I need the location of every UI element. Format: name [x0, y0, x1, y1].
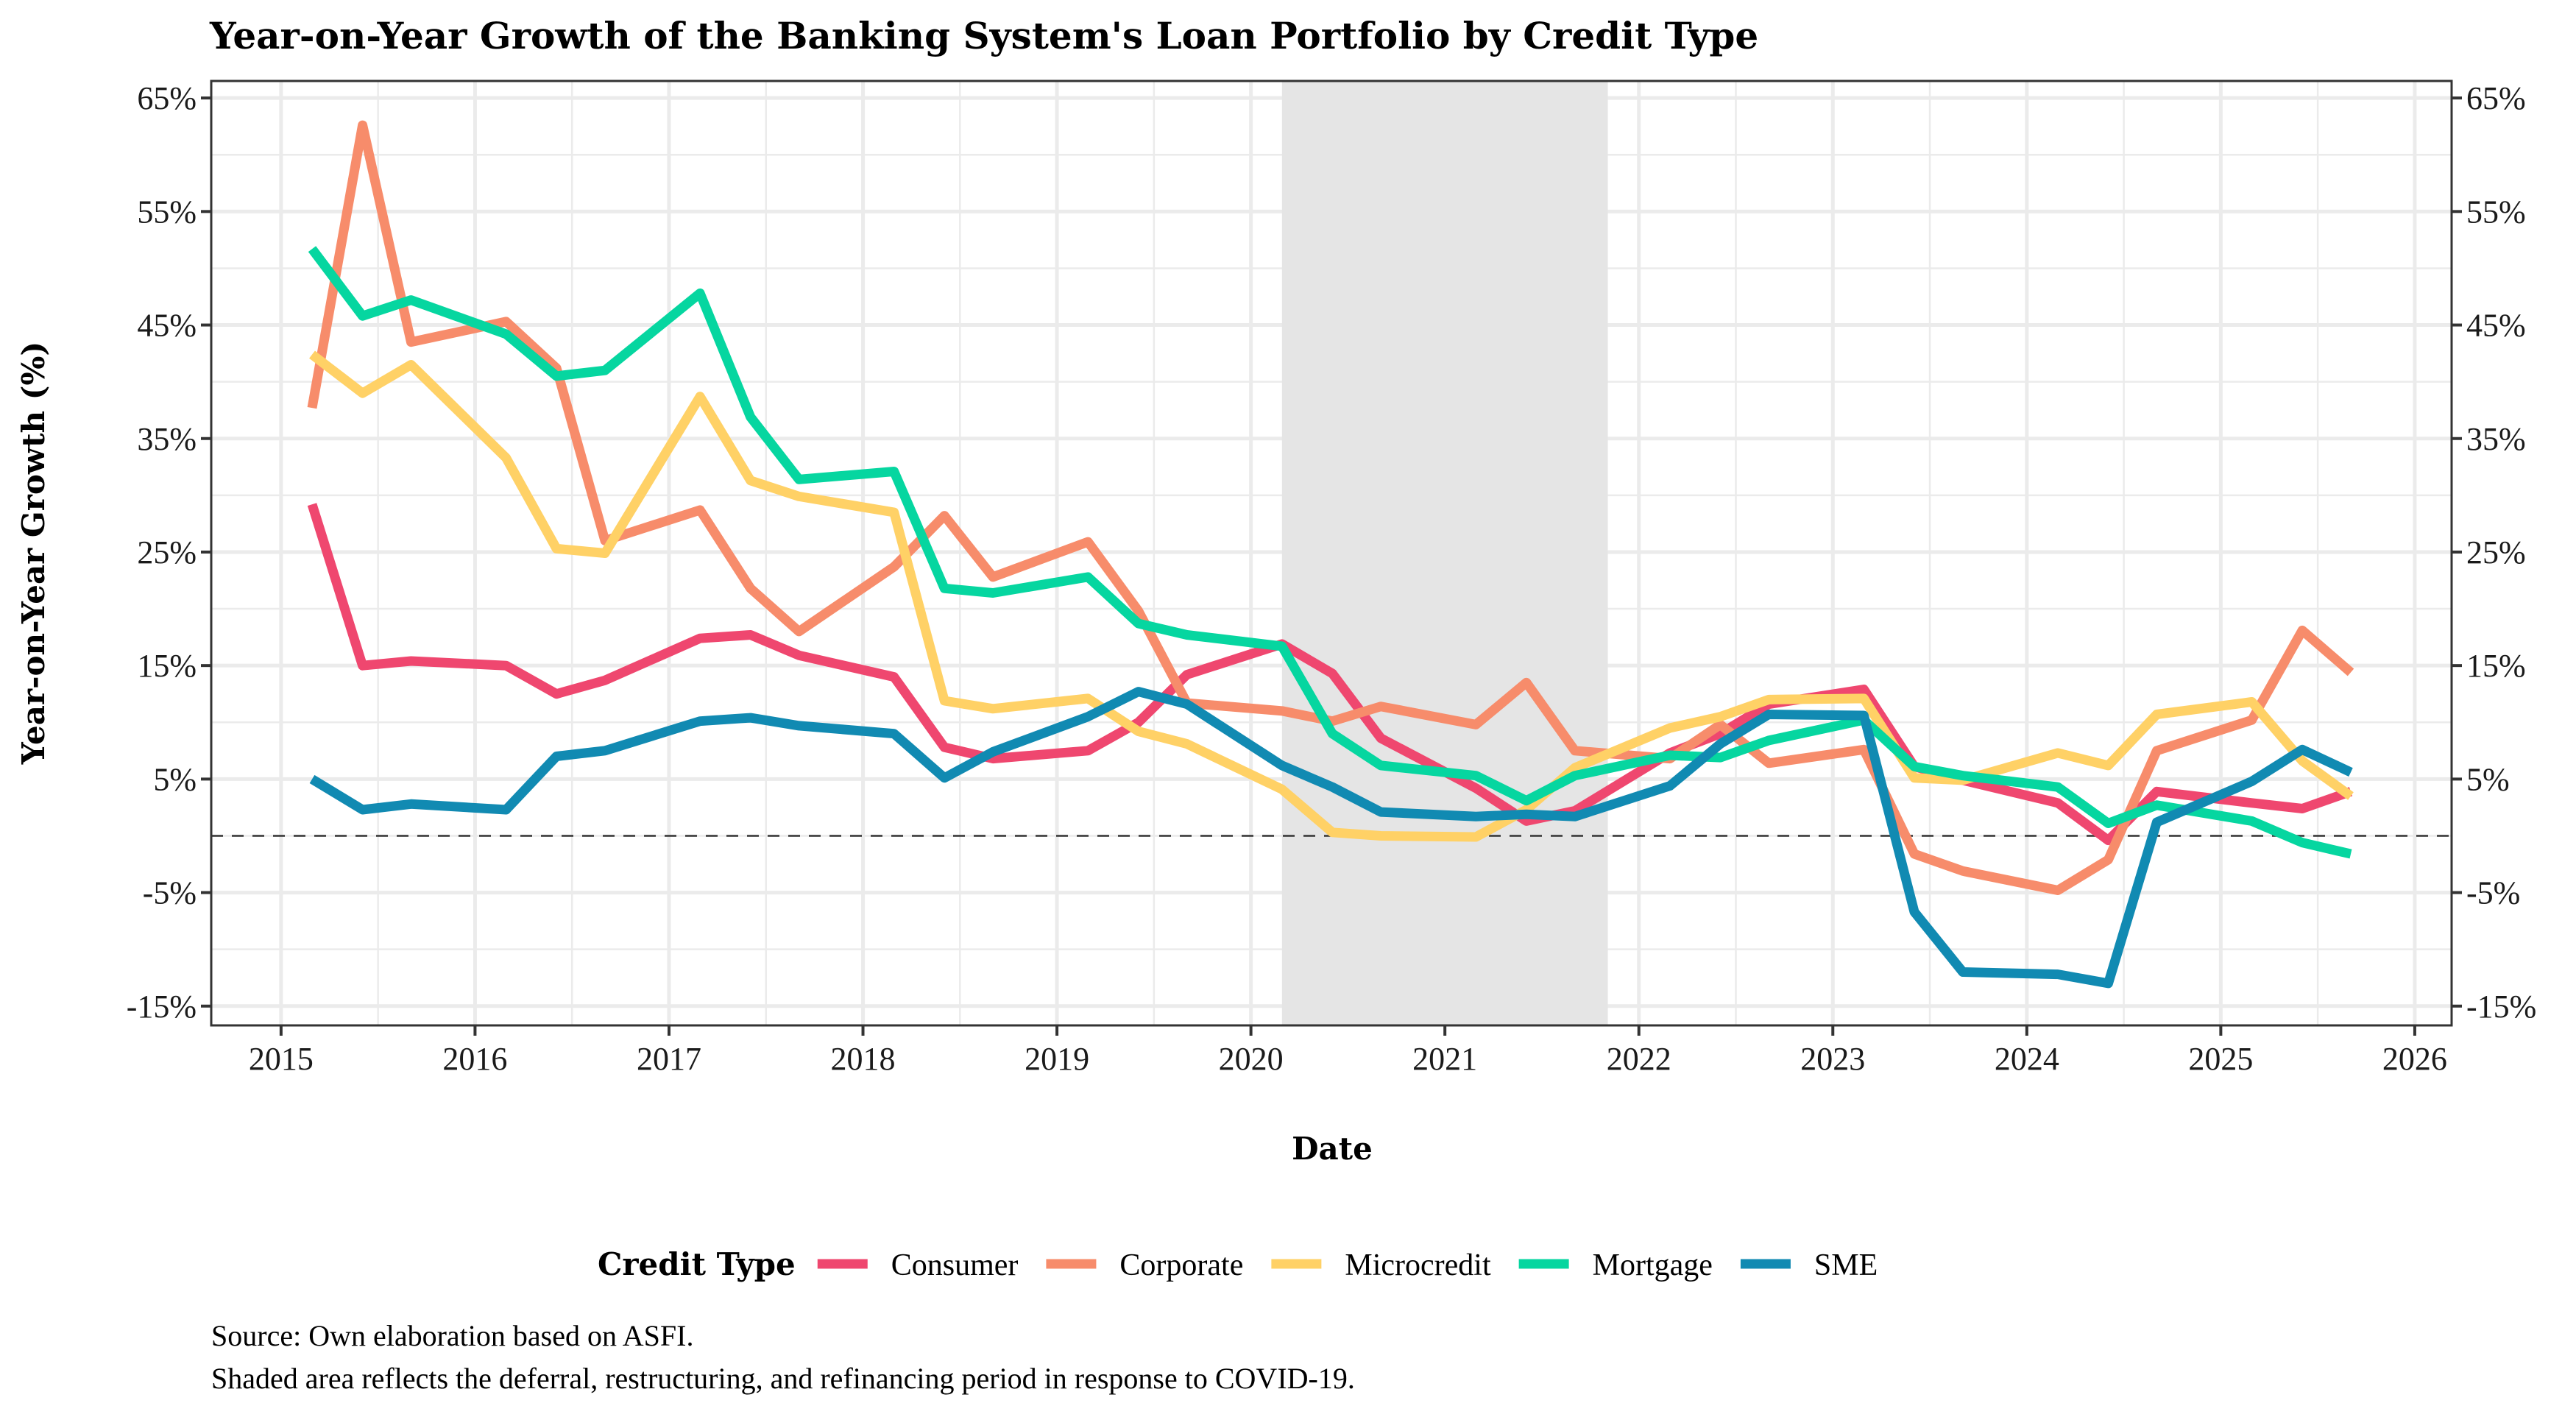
- x-tick-label: 2016: [442, 1041, 507, 1077]
- y-tick-label-left: 65%: [137, 80, 197, 116]
- y-tick-label-right: 5%: [2466, 761, 2510, 797]
- chart-title: Year-on-Year Growth of the Banking Syste…: [209, 14, 1758, 57]
- x-axis: 2015 2016 2017 2018 2019 2020 2021 2022 2023 2024…: [249, 1025, 2447, 1077]
- x-tick-label: 2017: [637, 1041, 701, 1077]
- series-line-microcredit: [309, 350, 2354, 842]
- legend-item-mortgage: Mortgage: [1518, 1248, 1713, 1282]
- series-line-corporate: [307, 120, 2354, 895]
- x-tick-label: 2015: [249, 1041, 314, 1077]
- legend-label-corporate: Corporate: [1119, 1248, 1243, 1282]
- x-tick-label: 2021: [1412, 1041, 1477, 1077]
- y-axis-left: 65% 55% 45% 35% 25% 15% 5% -5% -15%: [127, 80, 211, 1025]
- y-tick-label-right: 35%: [2466, 421, 2526, 457]
- legend-item-sme: SME: [1740, 1248, 1878, 1282]
- y-tick-label-left: 55%: [137, 194, 197, 230]
- legend-label-consumer: Consumer: [891, 1248, 1019, 1282]
- x-tick-label: 2018: [831, 1041, 896, 1077]
- series-line-mortgage: [308, 246, 2352, 859]
- y-tick-label-left: 45%: [137, 308, 197, 344]
- legend-title: Credit Type: [598, 1246, 796, 1282]
- covid-shaded-region: [1281, 81, 1608, 1025]
- y-tick-label-right: 65%: [2466, 80, 2526, 116]
- y-axis-title: Year-on-Year Growth (%): [15, 342, 52, 766]
- legend-label-sme: SME: [1814, 1248, 1878, 1282]
- x-tick-label: 2025: [2188, 1041, 2253, 1077]
- y-tick-label-right: 25%: [2466, 534, 2526, 570]
- x-axis-title: Date: [1292, 1131, 1373, 1167]
- y-tick-label-left: 25%: [137, 534, 197, 570]
- y-axis-right: 65% 55% 45% 35% 25% 15% 5% -5% -15%: [2452, 80, 2536, 1025]
- y-tick-label-right: 15%: [2466, 648, 2526, 684]
- legend-item-corporate: Corporate: [1046, 1248, 1243, 1282]
- x-tick-label: 2020: [1219, 1041, 1284, 1077]
- caption-note: Shaded area reflects the deferral, restr…: [211, 1362, 1355, 1395]
- x-tick-label: 2024: [1995, 1041, 2059, 1077]
- y-tick-label-right: 45%: [2466, 308, 2526, 344]
- y-tick-label-left: 15%: [137, 648, 197, 684]
- series-line-consumer: [307, 503, 2353, 846]
- series-lines: [307, 120, 2354, 989]
- x-tick-label: 2022: [1607, 1041, 1671, 1077]
- y-tick-label-left: -15%: [127, 989, 197, 1025]
- series-line-sme: [309, 687, 2353, 989]
- y-tick-label-left: -5%: [143, 875, 197, 911]
- legend-label-mortgage: Mortgage: [1593, 1248, 1713, 1282]
- y-tick-label-right: 55%: [2466, 194, 2526, 230]
- y-tick-label-right: -15%: [2466, 989, 2536, 1025]
- y-tick-label-left: 35%: [137, 421, 197, 457]
- x-tick-label: 2023: [1800, 1041, 1865, 1077]
- legend-item-consumer: Consumer: [817, 1248, 1019, 1282]
- x-tick-label: 2026: [2382, 1041, 2447, 1077]
- legend: Credit Type Consumer Corporate Microcredit…: [598, 1246, 1878, 1282]
- legend-item-microcredit: Microcredit: [1271, 1248, 1491, 1282]
- caption-source: Source: Own elaboration based on ASFI.: [211, 1319, 693, 1352]
- legend-label-microcredit: Microcredit: [1345, 1248, 1491, 1282]
- x-tick-label: 2019: [1025, 1041, 1089, 1077]
- y-tick-label-left: 5%: [153, 761, 197, 797]
- y-tick-label-right: -5%: [2466, 875, 2520, 911]
